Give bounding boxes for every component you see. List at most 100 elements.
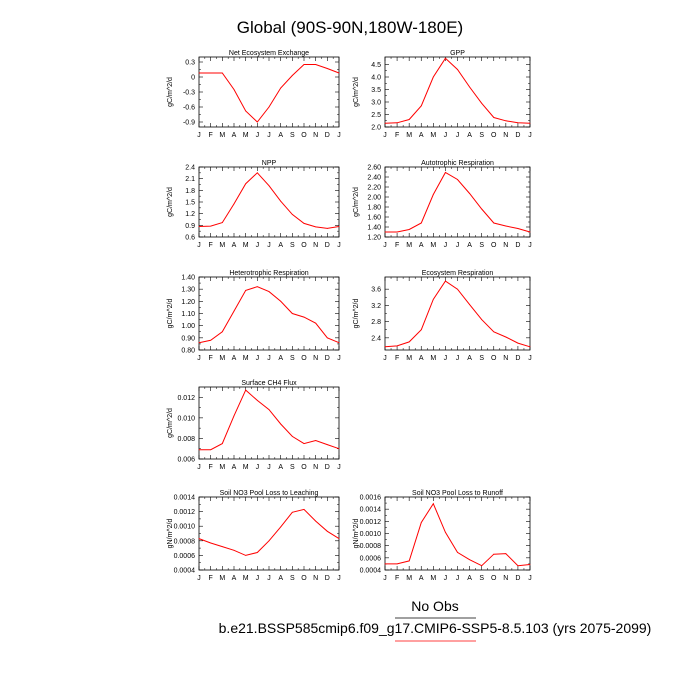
data-point bbox=[432, 503, 434, 505]
y-tick-label: 1.2 bbox=[185, 211, 195, 218]
panel-title: Soil NO3 Pool Loss to Runoff bbox=[412, 490, 503, 497]
x-tick-label: O bbox=[491, 355, 497, 362]
x-tick-label: J bbox=[256, 242, 260, 249]
data-point bbox=[210, 449, 212, 451]
x-tick-label: F bbox=[395, 355, 399, 362]
y-tick-label: 1.20 bbox=[367, 235, 381, 242]
y-tick-label: 0.80 bbox=[181, 348, 195, 355]
x-tick-label: M bbox=[219, 242, 225, 249]
x-tick-label: F bbox=[209, 464, 213, 471]
data-point bbox=[384, 346, 386, 348]
data-point bbox=[493, 331, 495, 333]
x-tick-label: S bbox=[479, 575, 484, 582]
data-point bbox=[233, 203, 235, 205]
x-tick-label: J bbox=[337, 242, 341, 249]
data-point bbox=[469, 86, 470, 88]
data-point bbox=[493, 117, 495, 118]
x-tick-label: F bbox=[209, 355, 213, 362]
data-point bbox=[384, 563, 386, 565]
x-tick-label: F bbox=[209, 242, 213, 249]
x-tick-label: J bbox=[197, 575, 201, 582]
data-point bbox=[432, 298, 434, 300]
plot-frame bbox=[384, 56, 531, 128]
x-tick-label: J bbox=[383, 355, 387, 362]
x-tick-label: M bbox=[406, 355, 412, 362]
y-tick-label: 3.5 bbox=[371, 87, 381, 94]
x-tick-label: M bbox=[243, 575, 249, 582]
x-tick-label: D bbox=[515, 575, 520, 582]
x-tick-label: J bbox=[197, 464, 201, 471]
data-point bbox=[268, 540, 270, 542]
x-tick-label: O bbox=[301, 464, 307, 471]
data-point bbox=[210, 72, 212, 74]
y-tick-label: 0.0014 bbox=[360, 507, 382, 514]
x-tick-label: M bbox=[243, 464, 249, 471]
y-tick-label: 1.40 bbox=[181, 275, 195, 282]
x-tick-label: J bbox=[337, 464, 341, 471]
x-tick-label: A bbox=[278, 355, 283, 362]
x-tick-label: J bbox=[383, 132, 387, 139]
panel-title: GPP bbox=[450, 50, 465, 57]
y-tick-label: 0.008 bbox=[177, 436, 195, 443]
series-line bbox=[385, 171, 531, 233]
y-tick-label: 2.5 bbox=[371, 112, 381, 119]
data-point bbox=[198, 342, 200, 344]
data-point bbox=[315, 440, 317, 441]
data-point bbox=[233, 310, 235, 312]
data-point bbox=[268, 185, 270, 187]
data-point bbox=[315, 226, 317, 228]
y-tick-label: 0.6 bbox=[185, 235, 195, 242]
y-tick-label: 0.9 bbox=[185, 223, 195, 230]
series-line bbox=[384, 57, 531, 124]
data-point bbox=[432, 76, 434, 78]
x-tick-label: O bbox=[491, 575, 497, 582]
data-point bbox=[469, 559, 470, 561]
x-tick-label: A bbox=[419, 132, 424, 139]
data-point bbox=[396, 231, 398, 233]
x-tick-label: N bbox=[313, 464, 318, 471]
data-point bbox=[408, 119, 410, 120]
data-point bbox=[445, 172, 446, 173]
x-tick-label: J bbox=[456, 575, 460, 582]
x-tick-label: D bbox=[515, 132, 520, 139]
y-tick-label: 1.8 bbox=[185, 188, 195, 195]
x-tick-label: J bbox=[528, 242, 532, 249]
x-tick-label: J bbox=[256, 464, 260, 471]
y-tick-label: 0.010 bbox=[177, 415, 195, 422]
x-tick-label: J bbox=[444, 575, 448, 582]
x-tick-label: N bbox=[313, 355, 318, 362]
x-tick-label: O bbox=[301, 242, 307, 249]
x-tick-label: S bbox=[290, 355, 295, 362]
y-tick-label: 4.5 bbox=[371, 62, 381, 69]
x-tick-label: S bbox=[290, 575, 295, 582]
data-point bbox=[256, 552, 258, 553]
data-point bbox=[291, 75, 293, 76]
series-line bbox=[198, 508, 340, 556]
x-tick-label: J bbox=[456, 132, 460, 139]
panel-title: Surface CH4 Flux bbox=[241, 380, 297, 387]
y-tick-label: -0.3 bbox=[183, 90, 195, 97]
x-tick-label: J bbox=[267, 242, 271, 249]
data-point bbox=[326, 530, 328, 532]
x-tick-label: A bbox=[419, 575, 424, 582]
y-tick-label: 0.0014 bbox=[174, 495, 196, 502]
data-point bbox=[481, 565, 483, 567]
data-point bbox=[245, 289, 247, 291]
x-tick-label: A bbox=[232, 355, 237, 362]
data-point bbox=[396, 122, 398, 124]
data-point bbox=[457, 551, 458, 553]
data-point bbox=[396, 345, 398, 347]
data-point bbox=[338, 226, 340, 227]
y-axis-label: gC/m^2/d bbox=[167, 299, 174, 329]
x-tick-label: F bbox=[209, 132, 213, 139]
x-tick-label: F bbox=[395, 242, 399, 249]
data-point bbox=[529, 346, 531, 348]
data-point bbox=[338, 72, 340, 74]
data-point bbox=[505, 336, 507, 338]
plot-frame bbox=[384, 496, 531, 571]
y-tick-label: 0.0008 bbox=[360, 543, 382, 550]
